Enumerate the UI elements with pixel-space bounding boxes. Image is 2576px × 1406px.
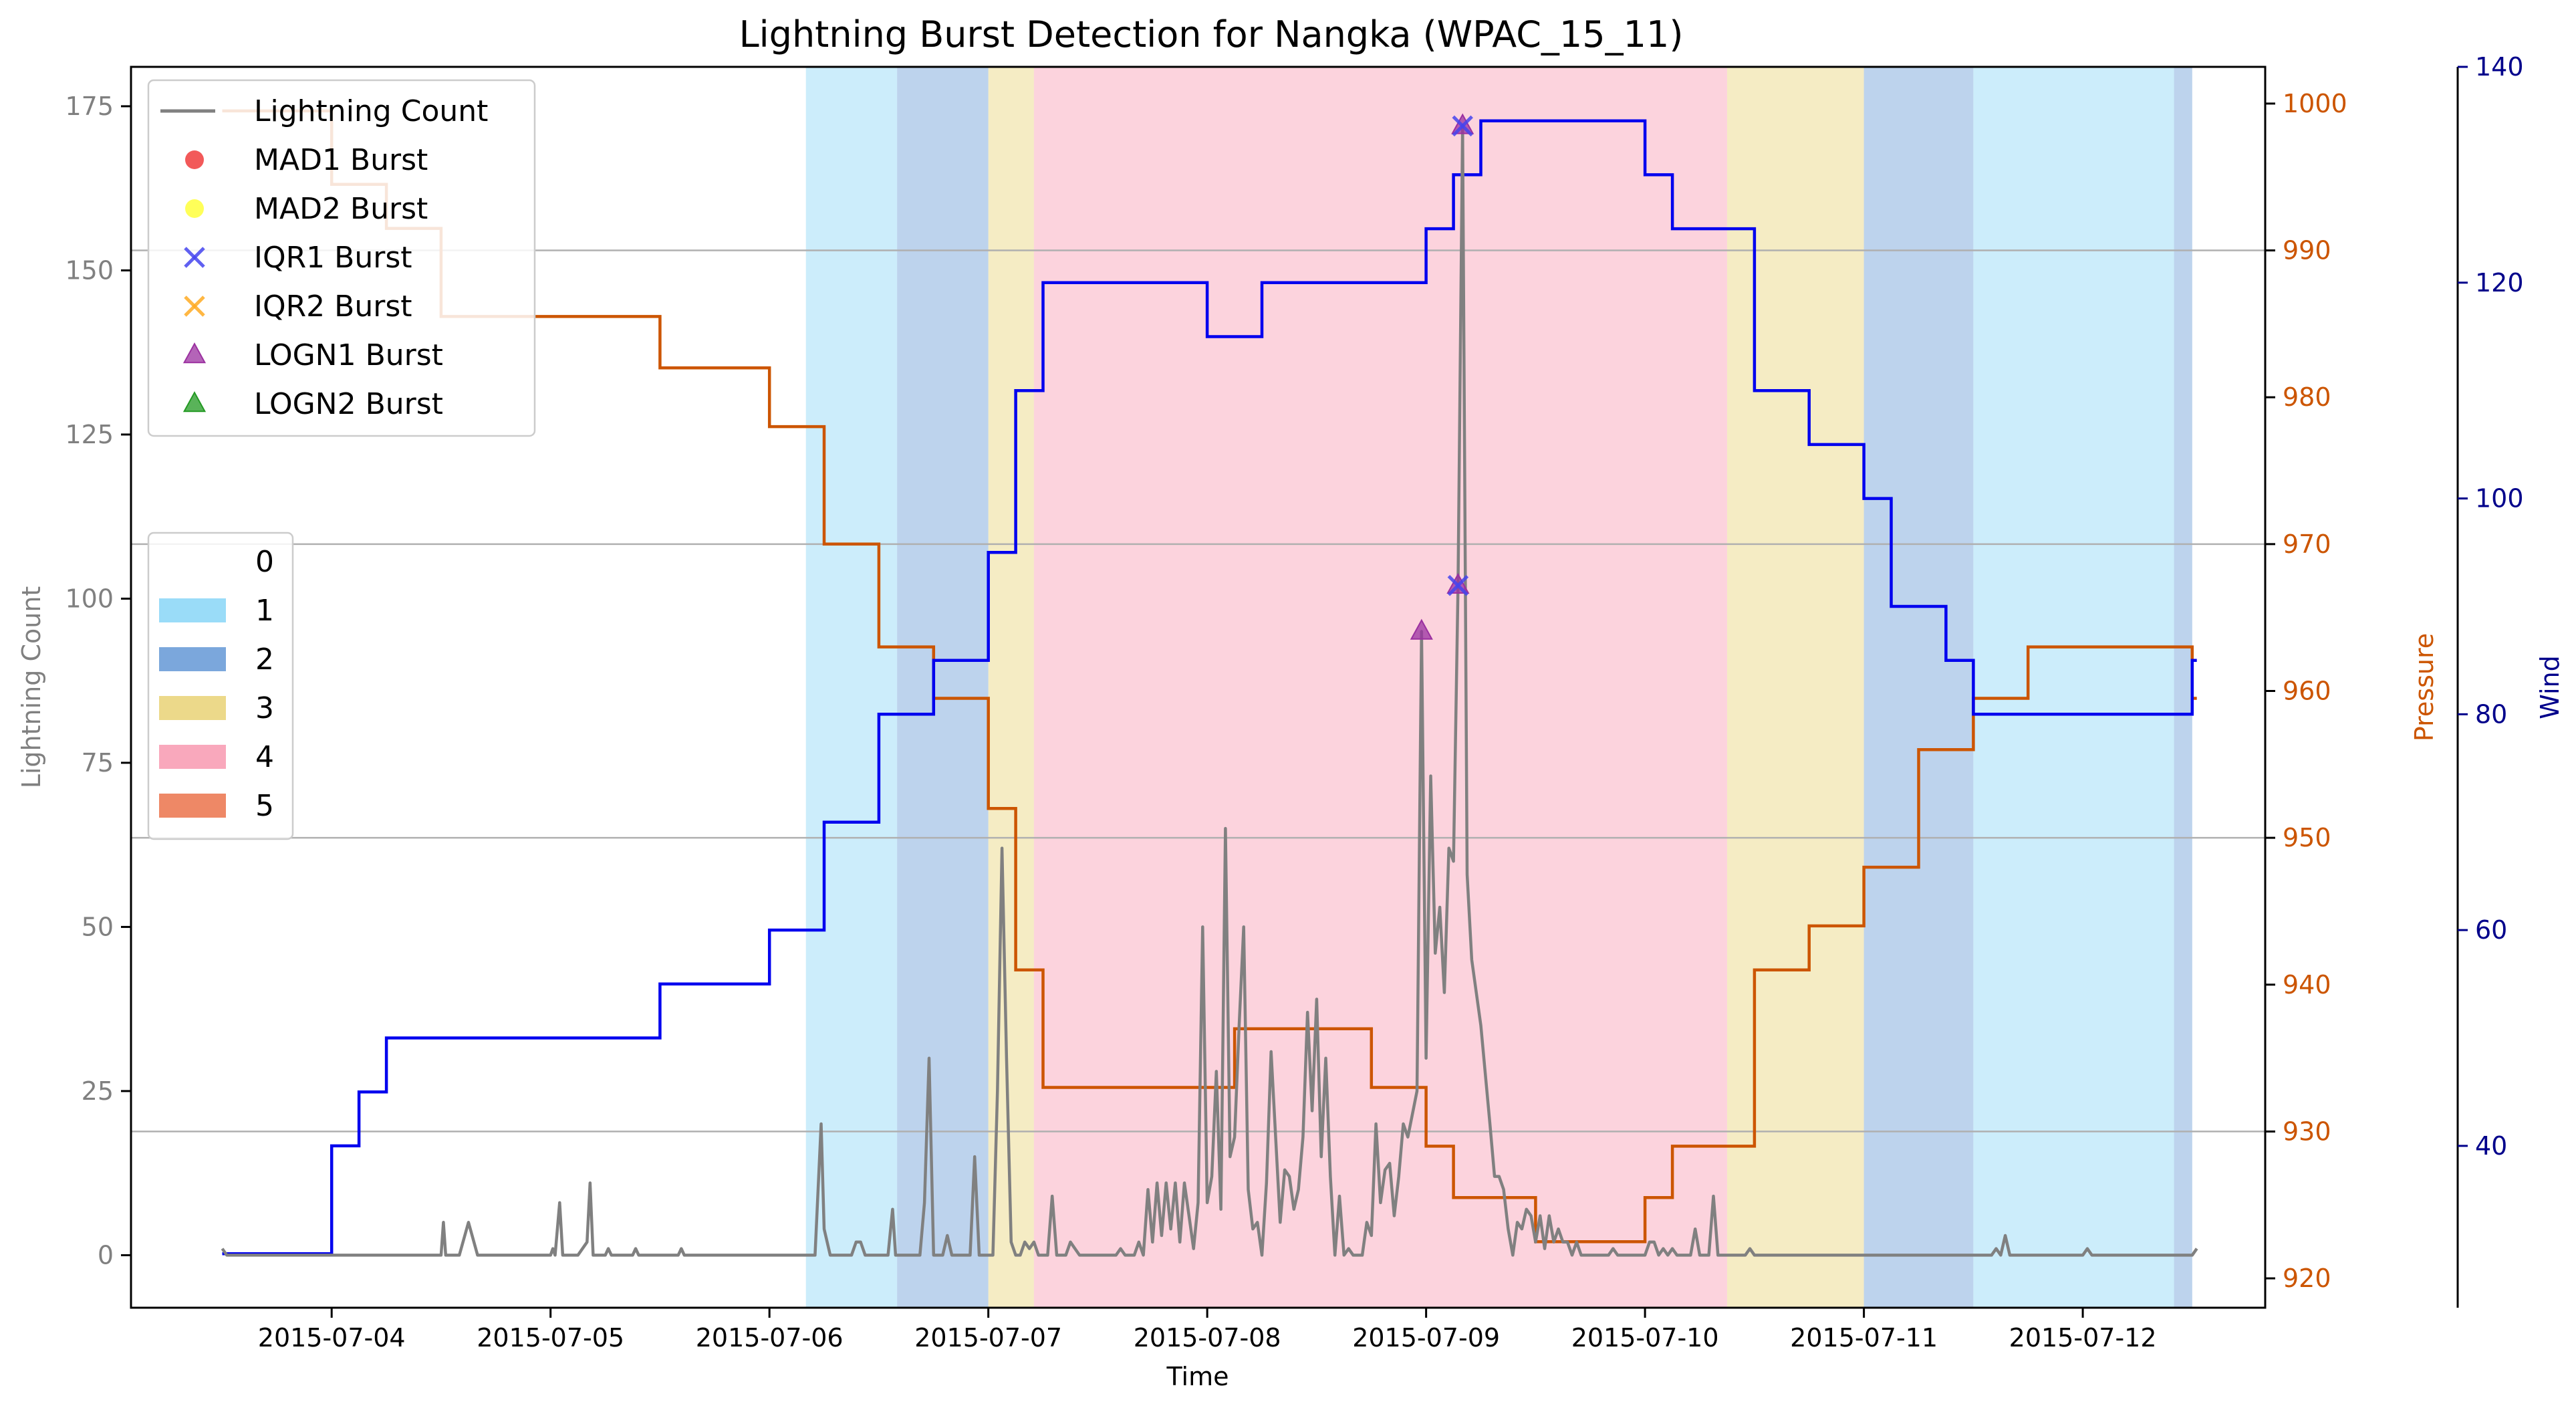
- legend-triangle-swatch: [182, 342, 207, 364]
- burst-markers: [1410, 113, 1474, 640]
- legend-x-swatch-stroke-b: [184, 296, 205, 317]
- pressure-tick-label: 950: [2283, 823, 2331, 852]
- x-tick-label: 2015-07-12: [2009, 1323, 2157, 1353]
- lightning-series: [221, 124, 2198, 1257]
- category-swatch: [159, 745, 226, 769]
- pressure-tick-label: 960: [2283, 676, 2331, 705]
- y-tick-label: 125: [65, 420, 114, 449]
- legend-x-swatch: [184, 296, 205, 317]
- wind-tick-label: 140: [2475, 52, 2524, 82]
- wind-axis: 40 60 80 100 120 140: [2456, 52, 2524, 1308]
- y-tick-label: 150: [65, 255, 114, 285]
- pressure-axis-label: Pressure: [2410, 633, 2439, 741]
- plot-frame: [130, 66, 2267, 1309]
- wind-tick-label: 80: [2475, 699, 2507, 729]
- x-tick-label: 2015-07-09: [1352, 1323, 1500, 1353]
- pressure-tick-label: 930: [2283, 1117, 2331, 1146]
- legend-label: MAD1 Burst: [254, 143, 428, 177]
- legend-label: MAD2 Burst: [254, 192, 428, 226]
- x-tick-label: 2015-07-11: [1790, 1323, 1938, 1353]
- intensity-span-5: [1863, 67, 1974, 1308]
- category-legend: 0 1 2 3 4 5: [147, 532, 294, 840]
- burst-marker-x-1-stroke-b: [1452, 115, 1473, 137]
- burst-marker-triangle-0: [1410, 618, 1433, 640]
- category-label: 0: [255, 545, 274, 579]
- legend-label: IQR2 Burst: [254, 289, 412, 324]
- wind-tick-label: 60: [2475, 915, 2507, 945]
- x-tick-label: 2015-07-10: [1571, 1323, 1719, 1353]
- lightning-axis: 0 25 50 75 100 125 150 175: [65, 92, 131, 1270]
- intensity-span-3: [1033, 67, 1727, 1308]
- x-tick-label: 2015-07-04: [258, 1323, 406, 1353]
- chart-title: Lightning Burst Detection for Nangka (WP…: [739, 13, 1684, 55]
- category-swatch: [159, 794, 226, 818]
- intensity-spans: [805, 67, 2192, 1308]
- pressure-tick-label: 980: [2283, 382, 2331, 412]
- wind-line: [222, 119, 2197, 1256]
- legend-circle-swatch: [185, 199, 204, 218]
- legend-label: IQR1 Burst: [254, 241, 412, 275]
- category-label: 5: [255, 789, 274, 823]
- legend-label: LOGN1 Burst: [254, 338, 443, 372]
- x-axis: 2015-07-04 2015-07-05 2015-07-06 2015-07-07…: [258, 1308, 2157, 1353]
- pressure-tick-label: 920: [2283, 1264, 2331, 1293]
- wind-series: [222, 119, 2197, 1256]
- y-tick-label: 100: [65, 584, 114, 613]
- category-swatch: [159, 647, 226, 671]
- category-swatch: [159, 598, 226, 622]
- y-tick-label: 75: [82, 748, 114, 778]
- wind-tick-label: 40: [2475, 1131, 2507, 1161]
- burst-marker-x-0: [1447, 575, 1469, 596]
- intensity-span-0: [805, 67, 898, 1308]
- category-label: 3: [255, 691, 274, 725]
- x-tick-label: 2015-07-06: [696, 1323, 844, 1353]
- wind-tick-label: 100: [2475, 484, 2524, 513]
- legend-x-swatch: [184, 247, 205, 268]
- wind-tick-label: 120: [2475, 268, 2524, 298]
- pressure-tick-label: 970: [2283, 530, 2331, 559]
- x-tick-label: 2015-07-08: [1134, 1323, 1281, 1353]
- category-swatch: [159, 696, 226, 720]
- y-tick-label: 25: [82, 1076, 114, 1106]
- y-axis-label: Lightning Count: [17, 586, 46, 789]
- y-tick-label: 0: [98, 1240, 114, 1270]
- category-label: 4: [255, 740, 274, 774]
- x-tick-label: 2015-07-07: [914, 1323, 1062, 1353]
- burst-marker-x-1: [1452, 115, 1473, 137]
- legend-label: LOGN2 Burst: [254, 387, 443, 421]
- y-tick-label: 175: [65, 92, 114, 121]
- y-tick-label: 50: [82, 912, 114, 941]
- pressure-tick-label: 990: [2283, 236, 2331, 265]
- pressure-tick-label: 1000: [2283, 89, 2347, 118]
- legend-triangle-swatch: [182, 391, 207, 413]
- x-tick-label: 2015-07-05: [477, 1323, 624, 1353]
- intensity-span-1: [897, 67, 989, 1308]
- pressure-tick-label: 940: [2283, 970, 2331, 1000]
- burst-legend-box: [147, 79, 536, 437]
- intensity-span-7: [2174, 67, 2192, 1308]
- intensity-span-4: [1726, 67, 1864, 1308]
- category-swatch: [159, 550, 226, 574]
- legend-label: Lightning Count: [254, 94, 488, 128]
- intensity-span-6: [1973, 67, 2174, 1308]
- wind-axis-label: Wind: [2535, 655, 2565, 719]
- pressure-axis: 920 930 940 950 960 970 980 990 1000: [2265, 89, 2347, 1293]
- burst-legend: Lightning Count MAD1 Burst MAD2 Burst IQR1 …: [147, 79, 536, 437]
- lightning-count-line: [221, 124, 2198, 1257]
- legend-circle-swatch: [185, 150, 204, 169]
- x-axis-label: Time: [1166, 1362, 1229, 1391]
- category-label: 1: [255, 594, 274, 628]
- legend-x-swatch-stroke-b: [184, 247, 205, 268]
- category-label: 2: [255, 642, 274, 677]
- burst-marker-x-0-stroke-b: [1447, 575, 1469, 596]
